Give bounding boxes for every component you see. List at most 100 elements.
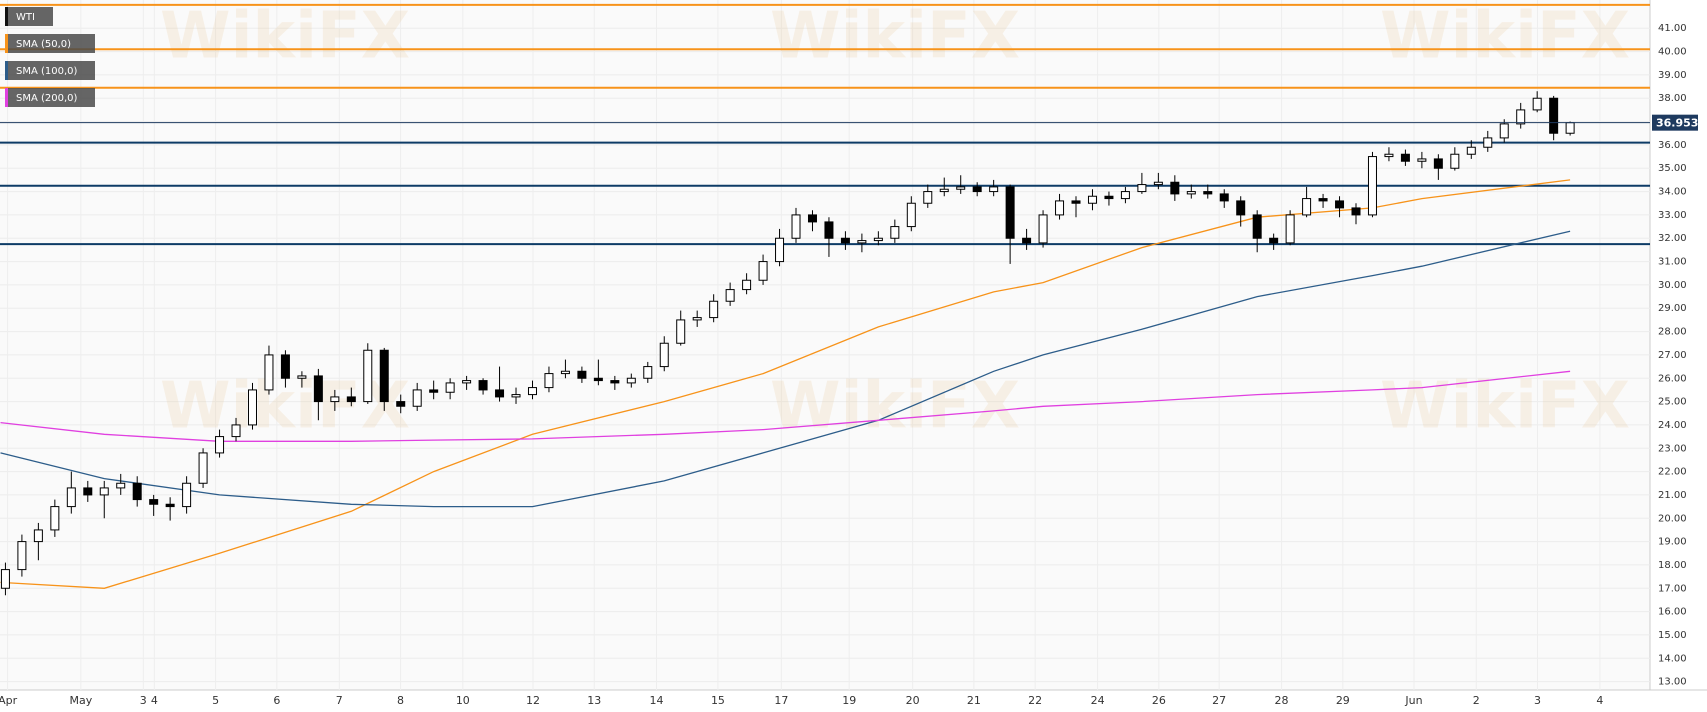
price-label: 36.953 (1656, 117, 1698, 130)
candle-body (1153, 181, 1163, 186)
x-tick-label: 4 (1596, 694, 1603, 707)
x-tick-label: 29 (1336, 694, 1350, 707)
candle-body (1549, 97, 1559, 134)
candle-body (775, 237, 785, 263)
candle-body (1302, 198, 1312, 216)
candle-body (1137, 184, 1147, 193)
candle-body (1384, 153, 1394, 158)
candle-body (840, 237, 850, 244)
sma-line (0, 370, 1571, 442)
candle-body (83, 487, 93, 496)
candle-body (1417, 158, 1427, 162)
y-tick-label: 17.00 (1658, 583, 1687, 594)
x-tick-label: 14 (650, 694, 664, 707)
y-tick-label: 29.00 (1658, 303, 1687, 314)
y-tick-label: 16.00 (1658, 607, 1687, 618)
x-tick-label: 3 (1534, 694, 1541, 707)
candle-body (215, 436, 225, 454)
candle-body (1022, 237, 1032, 244)
candle-body (873, 237, 883, 242)
candle-body (527, 387, 537, 396)
candle-body (116, 482, 126, 489)
y-tick-label: 36.00 (1658, 140, 1687, 151)
y-tick-label: 20.00 (1658, 513, 1687, 524)
y-tick-label: 33.00 (1658, 210, 1687, 221)
legend-box (5, 34, 95, 53)
candle-body (1055, 200, 1065, 216)
x-tick-label: 19 (842, 694, 856, 707)
candle-body (857, 240, 867, 244)
y-tick-label: 22.00 (1658, 467, 1687, 478)
legend-label: SMA (200,0) (16, 93, 78, 104)
y-tick-label: 14.00 (1658, 653, 1687, 664)
legend-swatch (5, 34, 8, 53)
x-tick-label: 13 (587, 694, 601, 707)
candle-body (313, 375, 323, 403)
candle-body (1400, 153, 1410, 162)
candle-body (363, 349, 373, 403)
candle-body (379, 349, 389, 403)
x-tick-label: 4 (151, 694, 158, 707)
x-tick-label: 28 (1275, 694, 1289, 707)
x-tick-label: 22 (1028, 694, 1042, 707)
y-tick-label: 26.00 (1658, 373, 1687, 384)
candle-body (939, 188, 949, 193)
candle-body (791, 214, 801, 239)
candle-body (1038, 214, 1048, 244)
x-tick-label: 12 (526, 694, 540, 707)
candle-body (1104, 195, 1114, 200)
plot-area (0, 0, 1650, 690)
candle-body (66, 487, 76, 508)
x-tick-label: 26 (1152, 694, 1166, 707)
candle-body (807, 214, 817, 223)
candle-body (429, 389, 439, 393)
legend-label: SMA (50,0) (16, 39, 71, 50)
candle-body (1269, 237, 1279, 244)
x-tick-label: 3 (140, 694, 147, 707)
y-tick-label: 21.00 (1658, 490, 1687, 501)
candle-body (412, 389, 422, 407)
price-box (1652, 114, 1698, 131)
candle-body (758, 261, 768, 281)
legend-box (5, 88, 95, 107)
candle-body (676, 319, 686, 344)
x-tick-label: Jun (1404, 694, 1422, 707)
x-tick-label: 2 (1473, 694, 1480, 707)
candle-body (495, 389, 505, 398)
candle-body (725, 289, 735, 302)
candle-body (1450, 153, 1460, 169)
y-tick-label: 35.00 (1658, 163, 1687, 174)
candle-body (1318, 198, 1328, 202)
candle-body (1433, 158, 1443, 169)
legend-box (5, 61, 95, 80)
candle-body (462, 380, 472, 384)
legend-label: SMA (100,0) (16, 66, 78, 77)
candle-body (742, 279, 752, 291)
watermark: WikiFX (770, 370, 1020, 444)
y-tick-label: 24.00 (1658, 420, 1687, 431)
y-tick-label: 31.00 (1658, 257, 1687, 268)
sma-line (0, 230, 1571, 508)
candle-body (1203, 191, 1213, 195)
x-tick-label: 20 (906, 694, 920, 707)
candle-body (593, 377, 603, 382)
x-tick-label: 27 (1212, 694, 1226, 707)
candle-body (149, 499, 159, 505)
sma-line (0, 179, 1571, 589)
y-tick-label: 19.00 (1658, 537, 1687, 548)
candle-body (511, 394, 521, 398)
y-tick-label: 40.00 (1658, 47, 1687, 58)
candle-body (709, 300, 719, 319)
y-tick-label: 38.00 (1658, 93, 1687, 104)
candle-body (610, 380, 620, 384)
candle-body (972, 186, 982, 193)
candle-body (890, 226, 900, 239)
candle-body (1120, 191, 1130, 200)
candle-body (198, 452, 208, 484)
candle-body (1483, 137, 1493, 148)
candle-body (478, 380, 488, 391)
candle-body (1071, 200, 1081, 204)
candle-body (1351, 207, 1361, 216)
candle-body (1005, 186, 1015, 239)
